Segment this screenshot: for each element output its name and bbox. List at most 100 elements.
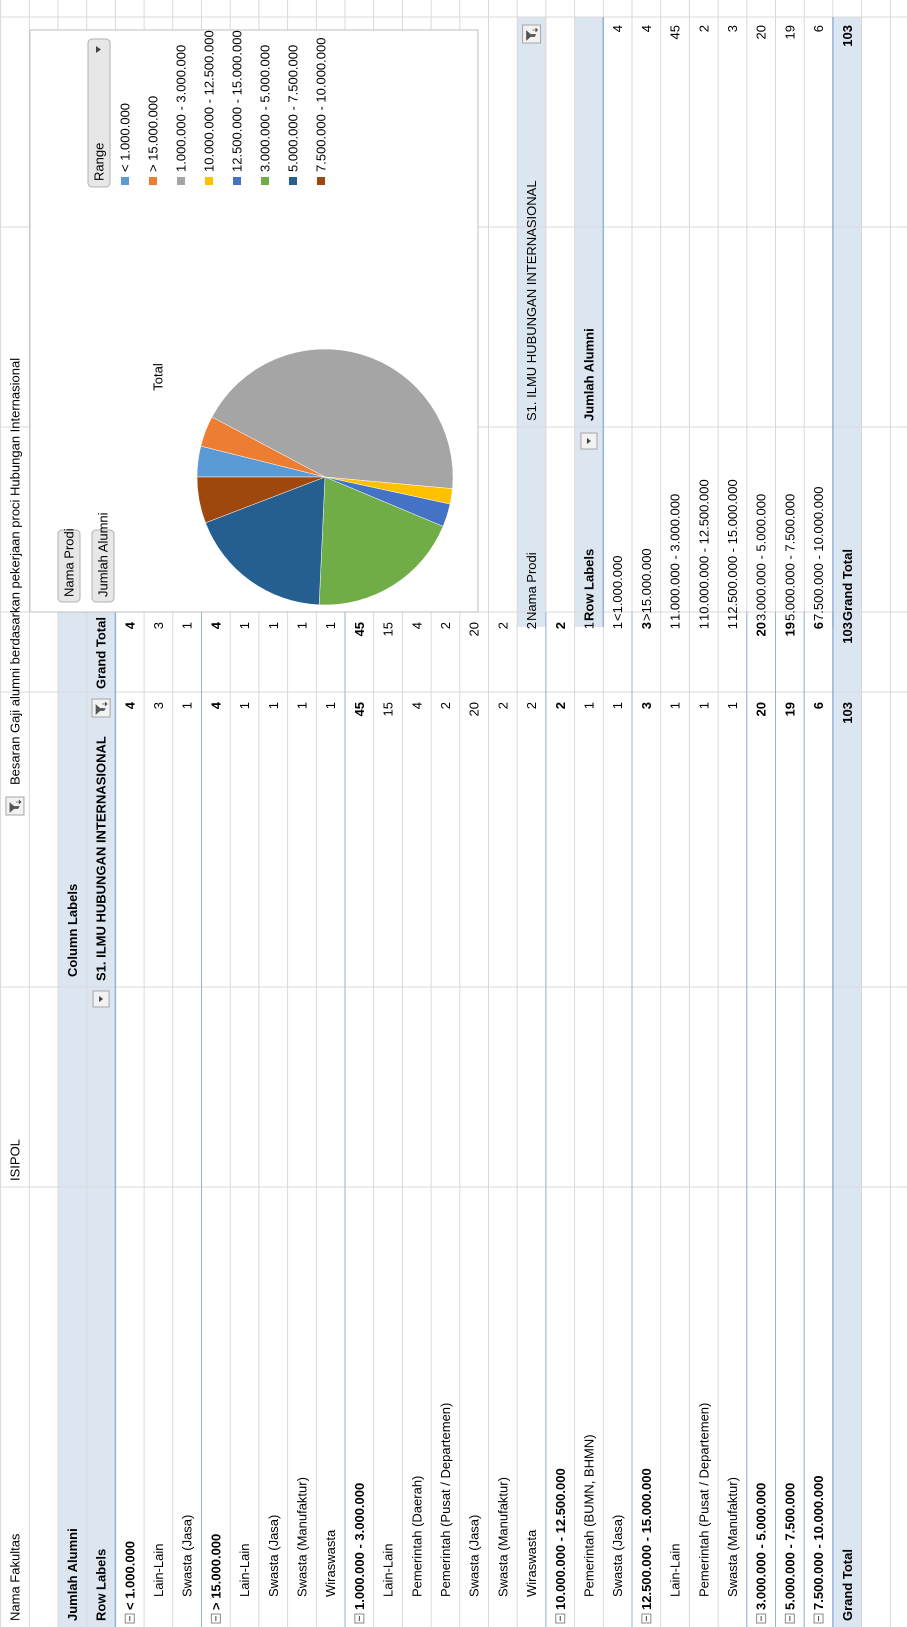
cell-value: 1 — [294, 622, 309, 629]
legend-label: 5.000.000 - 7.500.000 — [286, 45, 301, 172]
row-label: 12.500.000 - 15.000.000 — [639, 1468, 654, 1610]
column-labels: Column Labels — [65, 884, 80, 977]
row-label: Swasta (Jasa) — [610, 1515, 625, 1597]
row-label: 1.000.000 - 3.000.000 — [352, 1483, 367, 1610]
row-labels: Row Labels — [581, 549, 596, 621]
dropdown-arrow — [586, 438, 591, 444]
cell-value: 2 — [524, 702, 539, 709]
cell-value: 45 — [352, 702, 367, 716]
legend-label: 3.000.000 - 5.000.000 — [258, 45, 273, 172]
row-label: 3.000.000 - 5.000.000 — [754, 1483, 769, 1610]
cell-value: 1 — [294, 702, 309, 709]
row-label: Swasta (Manufaktur) — [495, 1477, 510, 1597]
row-label: Swasta (Manufaktur) — [294, 1477, 309, 1597]
cell-value: 4 — [122, 701, 137, 709]
legend-label: < 1.000.000 — [118, 103, 133, 172]
cell-value: 15 — [381, 622, 396, 636]
legend-title: Range — [92, 143, 107, 181]
dropdown-arrow — [99, 996, 104, 1002]
legend-field-button[interactable] — [87, 38, 111, 188]
row-label: Swasta (Jasa) — [180, 1515, 195, 1597]
cell-value: 4 — [208, 621, 223, 629]
field-button-label: Jumlah Alumni — [96, 512, 111, 597]
cell-value: 20 — [754, 622, 769, 636]
row-label: 3.000.000 - 5.000.000 — [754, 494, 769, 621]
cell-value: 3 — [639, 702, 654, 709]
row-label: <1.000.000 — [610, 556, 625, 621]
cell-value: 1 — [237, 702, 252, 709]
legend-label: > 15.000.000 — [146, 96, 161, 172]
column-header: S1. ILMU HUBUNGAN INTERNASIONAL — [94, 736, 109, 981]
cell-value: 2 — [553, 702, 568, 709]
cell-value: 2 — [438, 702, 453, 709]
field-button[interactable] — [91, 529, 115, 603]
legend-swatch — [205, 177, 213, 185]
cell-value: 1 — [266, 622, 281, 629]
legend-swatch — [289, 177, 297, 185]
row-label: > 15.000.000 — [208, 1534, 223, 1610]
header-fill — [832, 17, 862, 627]
legend-swatch — [121, 177, 129, 185]
filter-label: Nama Fakultas — [7, 1533, 22, 1621]
row-label: 5.000.000 - 7.500.000 — [782, 494, 797, 621]
row-label: 10.000.000 - 12.500.000 — [696, 479, 711, 621]
legend-label: 12.500.000 - 15.000.000 — [230, 30, 245, 172]
cell-value: 1 — [237, 622, 252, 629]
cell-value: 1 — [696, 622, 711, 629]
cell-value: 4 — [409, 622, 424, 629]
field-button[interactable] — [57, 529, 81, 603]
value-field: Jumlah Alumni — [581, 328, 596, 421]
filter-icon — [526, 27, 539, 41]
legend-swatch — [149, 177, 157, 185]
filter-button[interactable] — [5, 796, 25, 816]
grand-total-label: Grand Total — [840, 549, 855, 621]
row-label: 7.500.000 - 10.000.000 — [811, 1476, 826, 1610]
legend-swatch — [233, 177, 241, 185]
cell-value: 3 — [151, 622, 166, 629]
dropdown-arrow — [96, 46, 101, 53]
header-fill — [517, 17, 546, 627]
row-label: Swasta (Manufaktur) — [725, 1477, 740, 1597]
cell-value: 45 — [352, 622, 367, 636]
pie-slice — [211, 348, 454, 489]
cell-value: 4 — [208, 701, 223, 709]
legend-label: 1.000.000 - 3.000.000 — [174, 45, 189, 172]
cell-value: 6 — [811, 25, 826, 32]
filter-button[interactable] — [91, 698, 111, 718]
cell-value: 1 — [323, 702, 338, 709]
filter-value: S1. ILMU HUBUNGAN INTERNASIONAL — [524, 180, 539, 421]
grand-total-label: Grand Total — [840, 1549, 855, 1621]
filter-icon — [9, 799, 22, 813]
row-label: Pemerintah (Pusat / Departemen) — [438, 1403, 453, 1597]
pie-slice — [318, 476, 444, 606]
pie-slice — [205, 476, 326, 606]
row-label: Lain-Lain — [151, 1544, 166, 1598]
cell-value: 1 — [696, 702, 711, 709]
legend-label: 10.000.000 - 12.500.000 — [202, 30, 217, 172]
row-label: Swasta (Jasa) — [467, 1515, 482, 1597]
row-label: Lain-Lain — [381, 1544, 396, 1598]
row-label: Lain-Lain — [668, 1544, 683, 1598]
cell-value: 20 — [754, 702, 769, 716]
row-label: Pemerintah (Daerah) — [409, 1476, 424, 1597]
cell-value: 20 — [754, 25, 769, 39]
filter-button[interactable] — [522, 24, 542, 44]
row-label: 7.500.000 - 10.000.000 — [811, 487, 826, 621]
cell-value: 3 — [639, 622, 654, 629]
cell-value: 1 — [180, 622, 195, 629]
filter-icon — [95, 701, 108, 715]
row-labels: Row Labels — [94, 1549, 109, 1621]
cell-value: 6 — [811, 622, 826, 629]
grand-total-value: 103 — [840, 25, 855, 47]
row-label: 5.000.000 - 7.500.000 — [782, 1483, 797, 1610]
row-label: Swasta (Jasa) — [266, 1515, 281, 1597]
cell-value: 3 — [151, 702, 166, 709]
sheet-title: Besaran Gaji alumni berdasarkan pekerjaa… — [7, 358, 22, 785]
cell-value: 6 — [811, 702, 826, 709]
pie-slice — [196, 476, 326, 524]
value-field: Jumlah Alumni — [65, 1528, 80, 1621]
cell-value: 19 — [782, 702, 797, 716]
cell-value: 45 — [668, 25, 683, 39]
